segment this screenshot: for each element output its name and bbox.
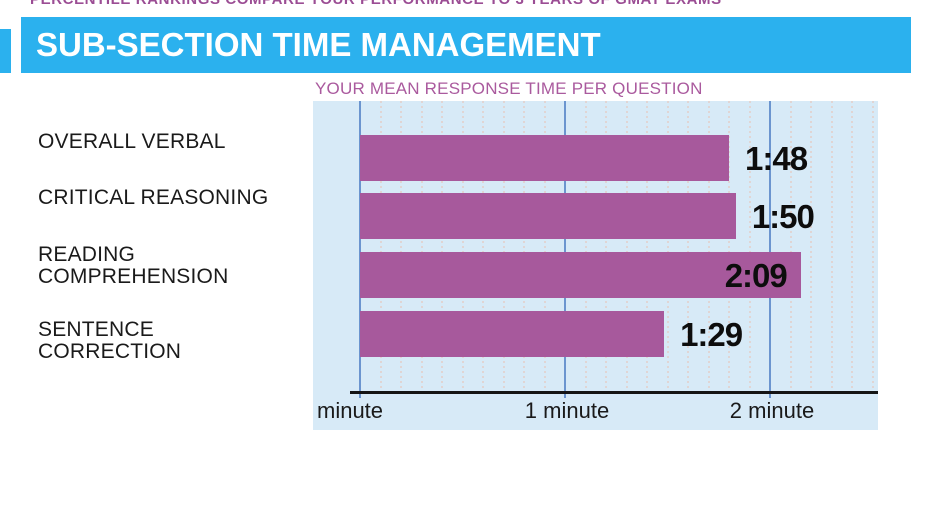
minor-gridline: [646, 101, 648, 391]
minor-gridline: [461, 101, 464, 391]
page-title: SUB-SECTION TIME MANAGEMENT: [36, 26, 601, 63]
minor-gridline: [789, 101, 792, 391]
top-note-clipped: PERCENTILE RANKINGS COMPARE YOUR PERFORM…: [30, 0, 750, 8]
minor-gridline: [871, 101, 874, 391]
bar: [360, 135, 729, 181]
minor-gridline: [502, 101, 505, 391]
minor-gridline: [441, 101, 443, 391]
minor-gridline: [830, 101, 833, 391]
x-axis-line: [350, 391, 878, 394]
value-label: 2:09: [724, 257, 788, 294]
minor-gridline: [625, 101, 628, 391]
minor-gridline: [543, 101, 546, 391]
minor-gridline: [420, 101, 423, 391]
minor-gridline: [851, 101, 853, 391]
top-note-text: PERCENTILE RANKINGS COMPARE YOUR PERFORM…: [30, 0, 722, 8]
minor-gridline: [400, 101, 402, 391]
category-label: OVERALL VERBAL: [38, 130, 226, 153]
category-label: CRITICAL REASONING: [38, 186, 269, 209]
major-gridline: [564, 101, 566, 398]
minor-gridline: [605, 101, 607, 391]
minor-gridline: [523, 101, 525, 391]
bar: [360, 252, 801, 298]
bar: [360, 311, 664, 357]
minor-gridline: [482, 101, 484, 391]
major-gridline: [769, 101, 771, 398]
minor-gridline: [810, 101, 812, 391]
x-tick-label: 1 minute: [524, 398, 610, 423]
minor-gridline: [748, 101, 751, 391]
bar: [360, 193, 736, 239]
minor-gridline: [728, 101, 730, 391]
minor-gridline: [379, 101, 382, 391]
x-tick-label: minute: [317, 398, 384, 423]
category-label: READING COMPREHENSION: [38, 243, 229, 288]
major-gridline: [359, 101, 361, 398]
value-label: 1:29: [680, 316, 743, 353]
header-banner: SUB-SECTION TIME MANAGEMENT: [21, 17, 911, 73]
category-label: SENTENCE CORRECTION: [38, 318, 182, 363]
minor-gridline: [687, 101, 689, 391]
banner-left-tab: [0, 29, 11, 73]
minor-gridline: [666, 101, 669, 391]
minor-gridline: [584, 101, 587, 391]
chart-title: YOUR MEAN RESPONSE TIME PER QUESTION: [315, 79, 703, 98]
value-label: 1:48: [745, 140, 808, 177]
minor-gridline: [707, 101, 710, 391]
value-label: 1:50: [751, 198, 815, 235]
x-tick-label: 2 minute: [729, 398, 815, 423]
